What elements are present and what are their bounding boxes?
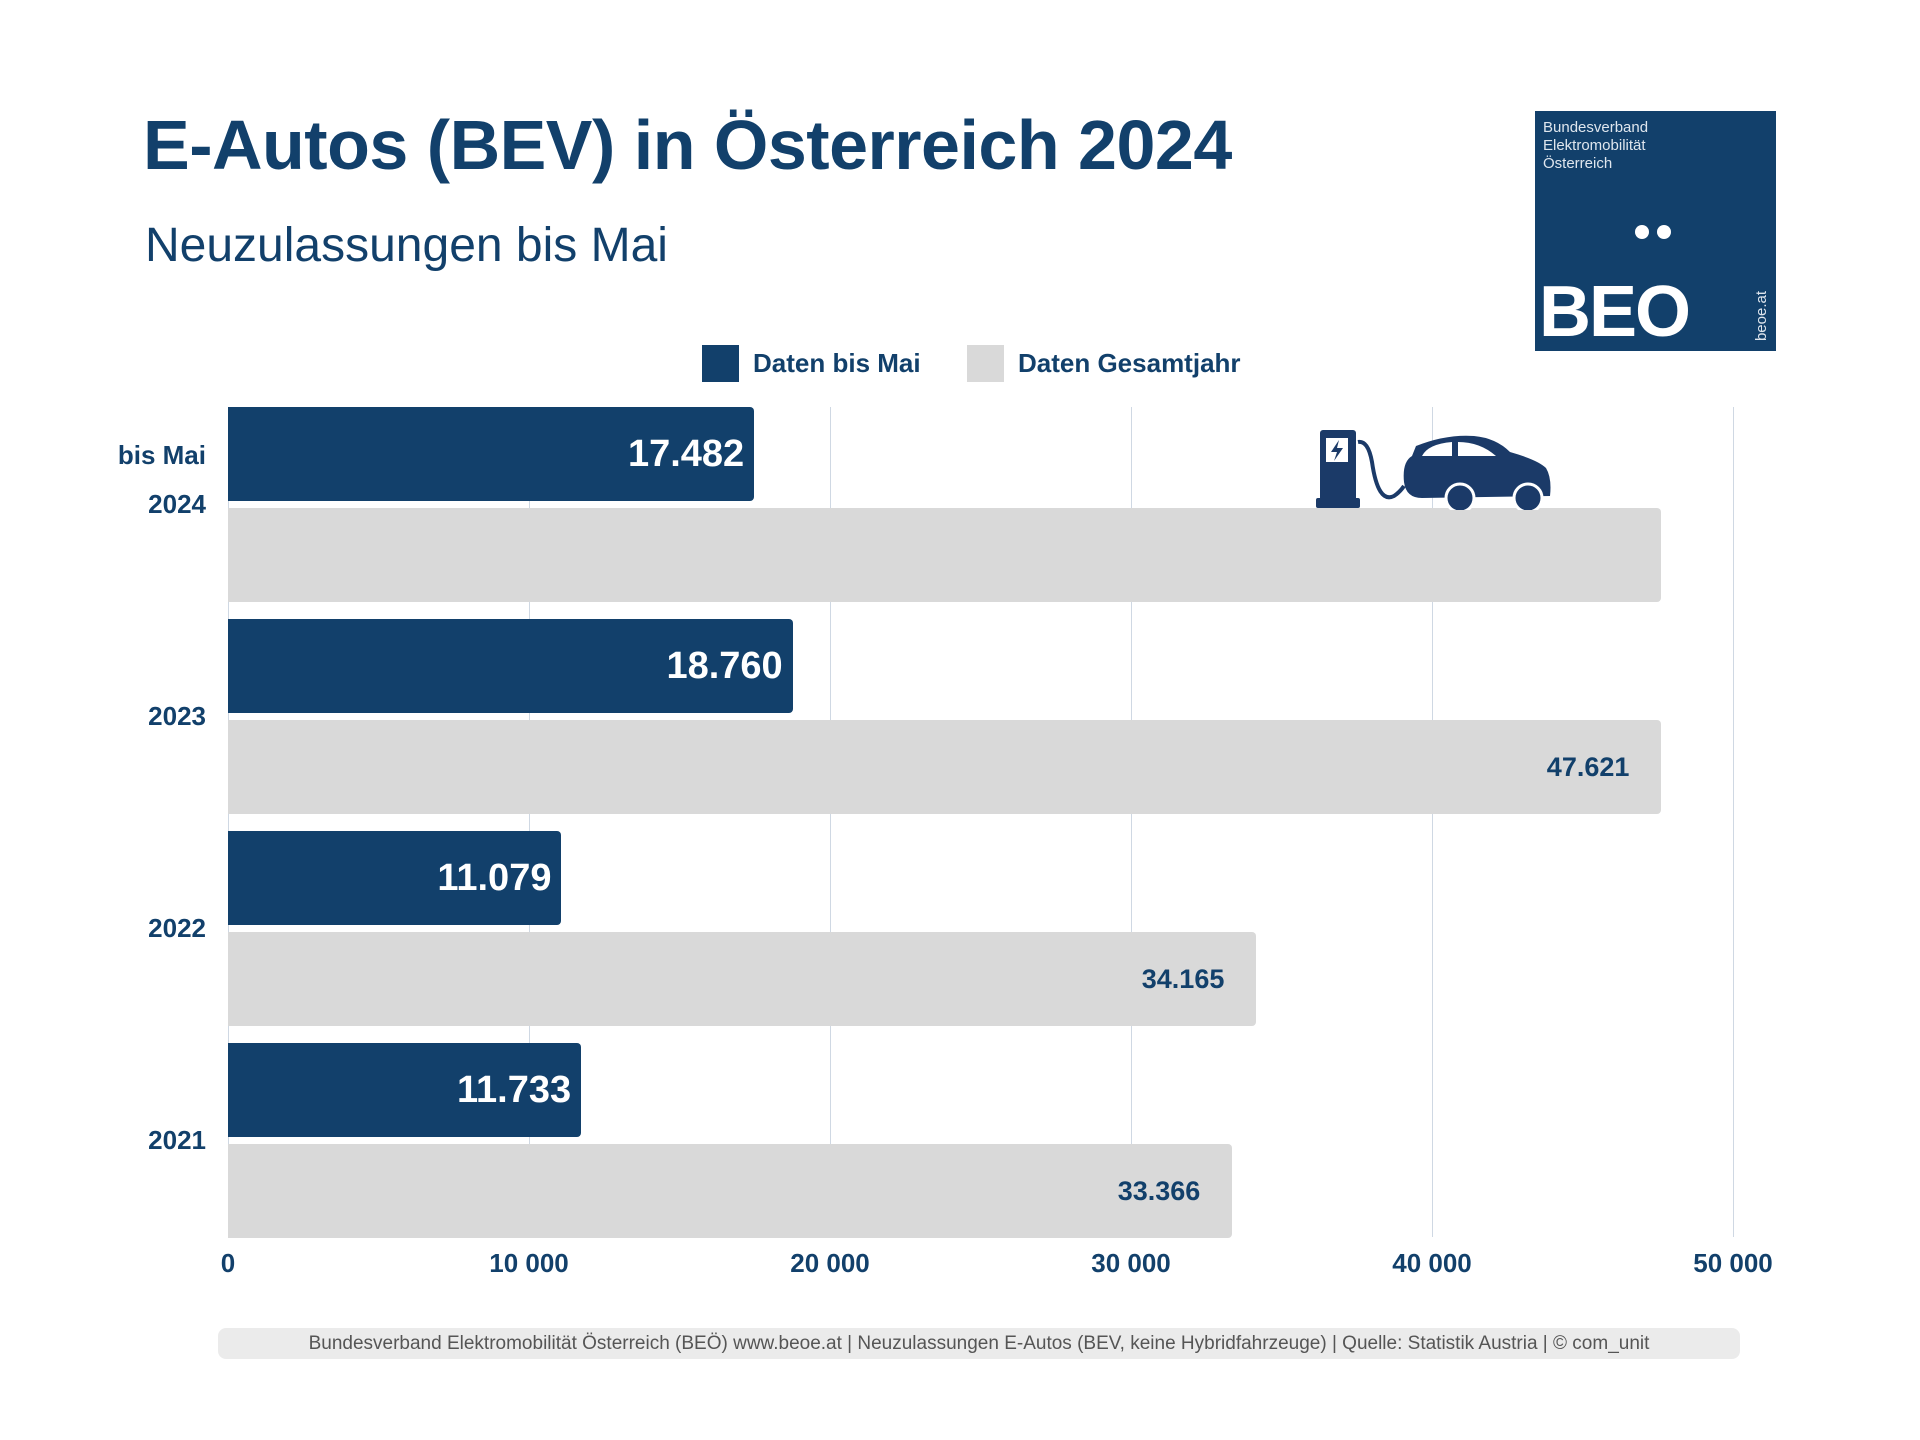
gridline bbox=[1733, 407, 1734, 1237]
bar-2023-bis-mai: 18.760 bbox=[228, 619, 793, 713]
logo-url: beoe.at bbox=[1753, 290, 1770, 341]
logo-line: Bundesverband bbox=[1543, 119, 1649, 136]
gridline bbox=[1131, 407, 1132, 1237]
x-tick-label: 0 bbox=[220, 1248, 236, 1278]
x-tick-label: 20 000 bbox=[790, 1248, 870, 1278]
legend-label: Daten bis Mai bbox=[753, 348, 921, 378]
logo-wordmark: BEO bbox=[1539, 272, 1691, 352]
legend-label: Daten Gesamtjahr bbox=[1018, 348, 1241, 378]
ev-charging-car-icon bbox=[1316, 430, 1551, 510]
gridline bbox=[830, 407, 831, 1237]
logo-line: Österreich bbox=[1543, 155, 1613, 172]
x-tick-label: 10 000 bbox=[489, 1248, 569, 1278]
legend-swatch bbox=[967, 345, 1004, 382]
y-category-label: 2021 bbox=[148, 1125, 206, 1155]
gridline bbox=[1432, 407, 1433, 1237]
logo-line: Elektromobilität bbox=[1543, 137, 1646, 154]
data-label: 34.165 bbox=[1141, 963, 1225, 994]
category-note: bis Mai bbox=[117, 440, 206, 470]
data-label: 11.733 bbox=[457, 1068, 572, 1111]
data-label: 33.366 bbox=[1117, 1175, 1201, 1206]
gridline bbox=[529, 407, 530, 1237]
legend-item-gesamtjahr: Daten Gesamtjahr bbox=[967, 345, 1241, 382]
x-tick-label: 40 000 bbox=[1392, 1248, 1472, 1278]
y-category-label: 2023 bbox=[148, 701, 206, 731]
legend-swatch bbox=[702, 345, 739, 382]
legend-item-bis-mai: Daten bis Mai bbox=[702, 345, 921, 382]
data-label: 17.482 bbox=[627, 432, 745, 475]
x-tick-label: 50 000 bbox=[1693, 1248, 1773, 1278]
x-tick-label: 30 000 bbox=[1091, 1248, 1171, 1278]
beo-logo: Bundesverband Elektromobilität Österreic… bbox=[1535, 111, 1776, 352]
bar-2021-gesamtjahr: 33.366 bbox=[228, 1144, 1233, 1238]
bar-2022-bis-mai: 11.079 bbox=[228, 831, 562, 925]
data-label: 11.079 bbox=[437, 856, 552, 899]
bar-2023-gesamtjahr: 47.621 bbox=[228, 720, 1662, 814]
y-axis-line bbox=[228, 407, 229, 1237]
logo-org-name: Bundesverband Elektromobilität Österreic… bbox=[1543, 119, 1648, 173]
bar-2024-gesamtjahr bbox=[228, 508, 1662, 602]
logo-umlaut-dots bbox=[1635, 225, 1679, 244]
footer-source-note: Bundesverband Elektromobilität Österreic… bbox=[218, 1328, 1740, 1359]
y-category-label: 2024 bbox=[148, 489, 206, 519]
chart-subtitle: Neuzulassungen bis Mai bbox=[145, 219, 668, 272]
bar-2022-gesamtjahr: 34.165 bbox=[228, 932, 1257, 1026]
bar-2021-bis-mai: 11.733 bbox=[228, 1043, 582, 1137]
bar-2024-bis-mai: 17.482 bbox=[228, 407, 755, 501]
chart-title: E-Autos (BEV) in Österreich 2024 bbox=[143, 106, 1232, 184]
data-label: 47.621 bbox=[1546, 751, 1630, 782]
y-category-label: 2022 bbox=[148, 913, 206, 943]
data-label: 18.760 bbox=[666, 644, 783, 687]
